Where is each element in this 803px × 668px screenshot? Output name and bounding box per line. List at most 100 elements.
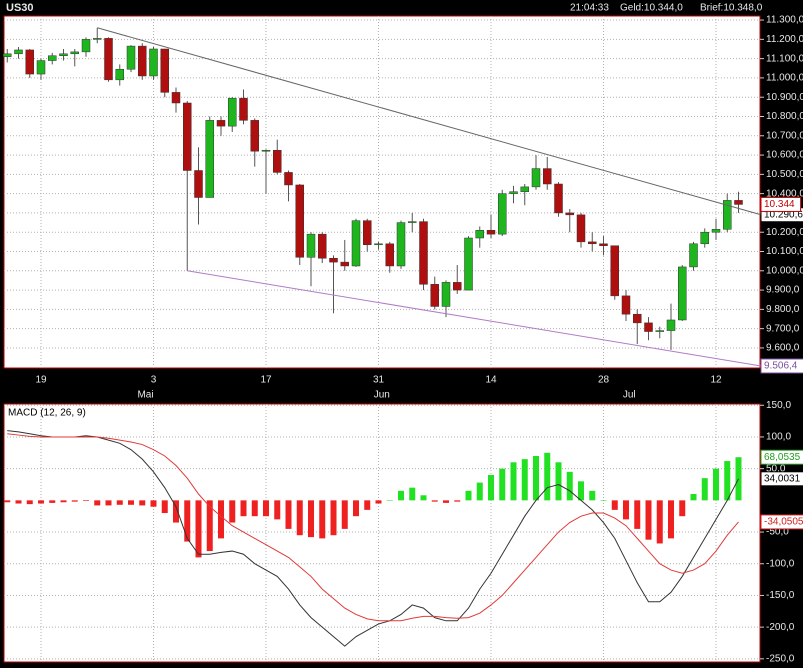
histogram-bar xyxy=(499,468,506,501)
x-tick-label: 12 xyxy=(710,375,722,386)
month-label: Jul xyxy=(623,390,636,401)
histogram-last-label: 68,0535 xyxy=(764,452,801,463)
series-last-label: -34,0505 xyxy=(764,517,803,528)
histogram-bar xyxy=(420,495,427,501)
candle-body xyxy=(396,222,406,267)
candle-body xyxy=(464,237,473,291)
histogram-bar xyxy=(229,500,236,523)
histogram-bar xyxy=(465,490,472,501)
histogram-bar xyxy=(184,500,191,542)
series-last-label: 34,0031 xyxy=(764,473,801,484)
candle-body xyxy=(723,200,732,230)
candle-body xyxy=(3,53,12,57)
y-tick-label: 100,0 xyxy=(766,432,791,443)
candle-body xyxy=(453,282,462,291)
histogram-bar xyxy=(60,500,67,503)
histogram-bar xyxy=(330,500,337,536)
histogram-bar xyxy=(150,500,157,507)
histogram-bar xyxy=(600,500,607,501)
macd-title: MACD (12, 26, 9) xyxy=(8,408,86,419)
candle-body xyxy=(498,193,507,235)
histogram-bar xyxy=(49,500,56,503)
candle-body xyxy=(25,49,34,75)
candle-body xyxy=(610,245,619,297)
candle-body xyxy=(284,172,293,186)
histogram-bar xyxy=(353,500,359,517)
y-tick-label: 10.700,0 xyxy=(766,130,803,141)
candle-body xyxy=(36,60,46,75)
histogram-bar xyxy=(308,500,314,538)
candle-body xyxy=(486,230,496,235)
y-tick-label: 11.000,0 xyxy=(766,73,803,84)
histogram-bar xyxy=(83,500,89,501)
histogram-bar xyxy=(38,500,44,504)
histogram-bar xyxy=(713,468,719,501)
histogram-bar xyxy=(263,500,269,517)
trendline-label-box xyxy=(760,358,803,374)
x-tick-label: 31 xyxy=(373,375,385,386)
histogram-bar xyxy=(195,500,202,558)
histogram-bar xyxy=(94,500,101,506)
candle-body xyxy=(509,191,518,194)
histogram-bar xyxy=(555,462,562,501)
histogram-bar xyxy=(71,500,78,502)
candle-body xyxy=(194,170,203,198)
candle-body xyxy=(126,45,136,70)
candle-body xyxy=(565,212,574,216)
histogram-bar xyxy=(206,500,213,552)
macd-line xyxy=(7,433,739,622)
candle-body xyxy=(531,168,541,188)
candle-body xyxy=(689,243,698,268)
candle-body xyxy=(351,220,361,267)
candle-body xyxy=(228,97,237,127)
candle-body xyxy=(48,55,57,61)
x-tick-label: 14 xyxy=(485,375,497,386)
histogram-bar xyxy=(26,500,33,505)
candle-body xyxy=(261,149,271,152)
candle-body xyxy=(419,221,428,285)
histogram-bar xyxy=(578,481,584,501)
histogram-bar xyxy=(364,500,371,510)
histogram-bar xyxy=(431,500,438,502)
histogram-bar xyxy=(589,490,596,501)
candle-body xyxy=(385,243,394,267)
candle-body xyxy=(59,53,68,56)
histogram-bar xyxy=(285,500,292,529)
candle-body xyxy=(678,266,687,321)
trendline-label: 9.506,4 xyxy=(764,361,798,372)
candle-body xyxy=(295,184,304,258)
histogram-bar xyxy=(679,500,686,517)
histogram-bar xyxy=(533,455,539,501)
y-tick-label: -50,0 xyxy=(766,527,789,538)
trendline-label: 10.290,6 xyxy=(764,209,803,220)
candle-body xyxy=(576,214,586,243)
y-tick-label: 9.900,0 xyxy=(766,285,800,296)
histogram-bar xyxy=(4,500,11,503)
histogram-bar xyxy=(623,500,629,520)
histogram-bar xyxy=(105,500,112,506)
macd-line xyxy=(7,430,739,647)
candle-body xyxy=(520,186,529,192)
histogram-bar xyxy=(296,500,303,536)
x-tick-label: 17 xyxy=(260,375,272,386)
y-tick-label: -100,0 xyxy=(766,558,795,569)
histogram-bar xyxy=(690,494,697,501)
macd-panel xyxy=(3,403,761,663)
y-tick-label: 10.900,0 xyxy=(766,92,803,103)
candle-body xyxy=(655,330,664,332)
series-last-label-box xyxy=(760,514,803,530)
candle-body xyxy=(318,233,327,259)
histogram-last-label-box xyxy=(760,449,803,465)
candle-body xyxy=(216,120,226,127)
y-tick-label: 10.200,0 xyxy=(766,227,803,238)
histogram-bar xyxy=(668,500,674,539)
candle-body xyxy=(93,38,102,40)
candle-body xyxy=(14,49,23,55)
x-tick-label: 3 xyxy=(151,375,157,386)
candle-body xyxy=(363,220,372,246)
candle-body xyxy=(104,38,113,81)
histogram-bar xyxy=(544,452,551,501)
symbol: US30 xyxy=(6,2,34,14)
histogram-bar xyxy=(128,500,134,505)
time: 21:04:33 xyxy=(570,3,609,14)
